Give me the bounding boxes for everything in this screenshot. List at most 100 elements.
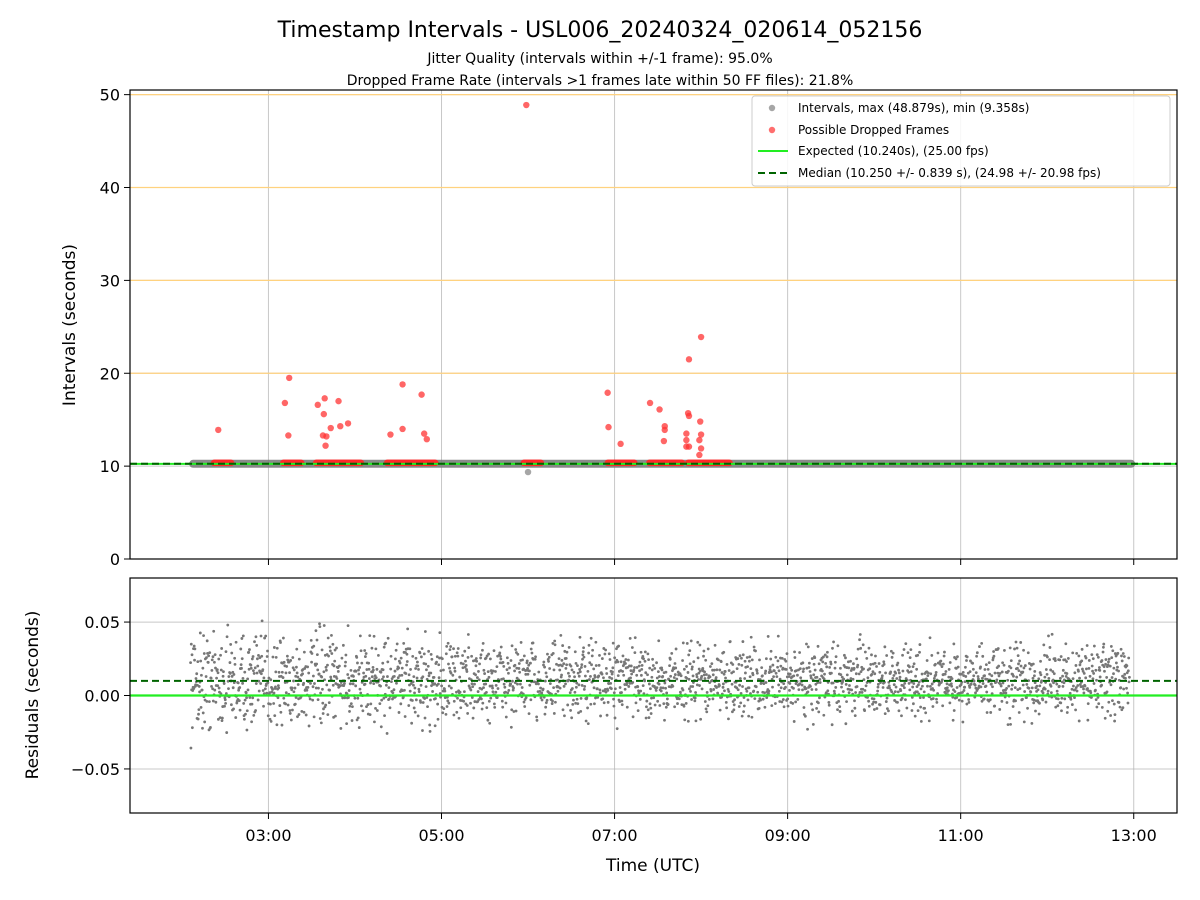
residual-point bbox=[747, 659, 751, 663]
residual-point bbox=[211, 655, 215, 659]
residual-point bbox=[189, 642, 193, 646]
residual-point bbox=[793, 650, 796, 654]
residual-point bbox=[315, 662, 319, 666]
residual-point bbox=[568, 674, 571, 678]
residual-point bbox=[906, 651, 910, 655]
residual-point bbox=[465, 704, 469, 707]
residual-point bbox=[206, 661, 210, 664]
residual-point bbox=[505, 656, 509, 660]
residual-point bbox=[580, 666, 583, 669]
residual-point bbox=[510, 708, 514, 712]
residual-point bbox=[593, 675, 597, 679]
residual-point bbox=[413, 691, 416, 695]
residual-point bbox=[941, 662, 945, 666]
residual-point bbox=[1050, 632, 1054, 636]
residual-point bbox=[949, 682, 953, 686]
residual-point bbox=[435, 660, 438, 664]
residual-point bbox=[1022, 648, 1025, 652]
residual-point bbox=[234, 716, 238, 719]
residual-point bbox=[608, 675, 611, 679]
residual-point bbox=[650, 696, 653, 700]
residual-point bbox=[368, 634, 372, 638]
residual-point bbox=[469, 688, 473, 692]
residual-point bbox=[469, 701, 472, 705]
residual-point bbox=[398, 674, 402, 677]
residual-point bbox=[1115, 661, 1118, 665]
residual-point bbox=[366, 703, 370, 706]
residual-point bbox=[518, 682, 522, 686]
residual-point bbox=[1078, 663, 1082, 667]
residual-point bbox=[915, 685, 919, 689]
residual-point bbox=[250, 657, 254, 661]
residual-point bbox=[406, 627, 410, 631]
residual-point bbox=[552, 686, 556, 690]
residual-point bbox=[368, 713, 372, 717]
residual-point bbox=[644, 671, 648, 675]
residual-point bbox=[538, 689, 542, 693]
residual-point bbox=[847, 691, 851, 694]
residual-point bbox=[816, 681, 820, 685]
residual-point bbox=[1023, 690, 1027, 693]
residual-point bbox=[252, 672, 256, 675]
residual-point bbox=[226, 679, 230, 683]
residual-point bbox=[767, 691, 770, 695]
residual-point bbox=[770, 704, 774, 708]
residual-point bbox=[470, 682, 474, 686]
residual-point bbox=[921, 684, 924, 688]
residual-point bbox=[685, 677, 689, 680]
residual-point bbox=[429, 652, 433, 656]
residual-point bbox=[279, 710, 283, 714]
x-tick-label: 13:00 bbox=[1111, 826, 1157, 845]
residual-point bbox=[626, 658, 630, 662]
residual-point bbox=[932, 688, 936, 692]
residual-point bbox=[1043, 675, 1047, 679]
residual-point bbox=[609, 682, 613, 685]
residual-point bbox=[926, 684, 929, 688]
residual-point bbox=[390, 680, 393, 683]
residual-point bbox=[318, 622, 321, 626]
residual-point bbox=[1113, 719, 1116, 723]
residual-point bbox=[700, 687, 704, 691]
residual-point bbox=[399, 702, 403, 706]
residual-point bbox=[501, 661, 505, 664]
residual-point bbox=[852, 662, 855, 666]
residual-point bbox=[461, 662, 465, 666]
residual-point bbox=[403, 688, 406, 692]
residual-point bbox=[480, 707, 484, 711]
residual-point bbox=[992, 654, 996, 658]
residual-point bbox=[285, 654, 289, 658]
residual-point bbox=[1092, 644, 1096, 648]
residual-point bbox=[698, 643, 702, 647]
residual-point bbox=[731, 710, 734, 714]
residual-point bbox=[238, 686, 242, 689]
residual-point bbox=[856, 663, 860, 667]
residual-point bbox=[552, 712, 556, 715]
residual-point bbox=[714, 676, 718, 679]
residual-point bbox=[828, 665, 831, 669]
residual-point bbox=[560, 664, 564, 668]
residual-point bbox=[206, 651, 209, 655]
residual-point bbox=[825, 655, 829, 659]
residual-point bbox=[709, 689, 713, 693]
residual-point bbox=[648, 702, 652, 706]
residual-point bbox=[1044, 668, 1048, 671]
residual-point bbox=[1059, 676, 1062, 680]
residual-point bbox=[325, 683, 329, 687]
residual-point bbox=[606, 688, 610, 692]
residual-point bbox=[367, 667, 371, 671]
residual-point bbox=[537, 682, 540, 686]
residual-point bbox=[838, 710, 842, 713]
residual-point bbox=[199, 706, 203, 709]
residual-point bbox=[492, 702, 496, 706]
residual-point bbox=[873, 672, 877, 676]
residual-point bbox=[1126, 701, 1130, 705]
residual-point bbox=[725, 706, 729, 710]
residual-point bbox=[598, 691, 602, 695]
residual-point bbox=[357, 726, 361, 729]
residual-point bbox=[1125, 686, 1128, 690]
residual-point bbox=[527, 663, 531, 667]
residual-point bbox=[957, 698, 961, 702]
residual-point bbox=[975, 651, 979, 655]
residual-point bbox=[224, 701, 228, 705]
residual-point bbox=[853, 699, 856, 703]
